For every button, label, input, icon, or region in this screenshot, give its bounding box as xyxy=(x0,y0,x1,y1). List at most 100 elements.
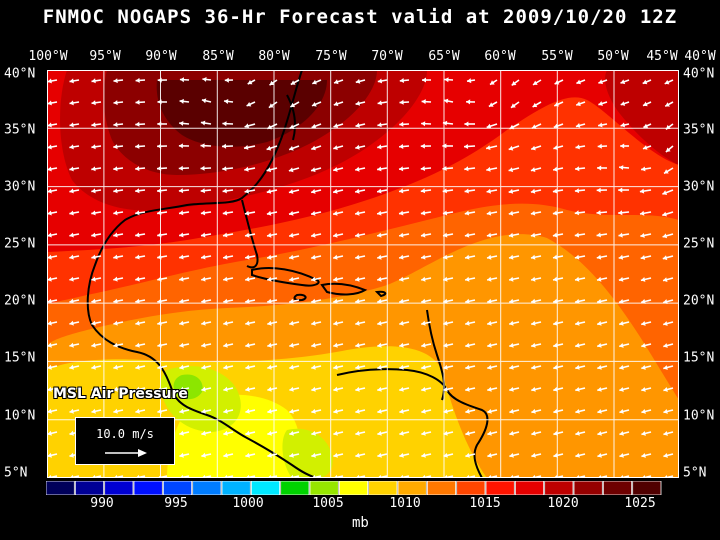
wind-vector-head xyxy=(575,409,580,414)
wind-vector-head xyxy=(135,188,140,194)
wind-vector-head xyxy=(333,210,338,216)
wind-vector-head xyxy=(399,78,404,83)
wind-vector-head xyxy=(289,232,294,238)
wind-vector-head xyxy=(157,276,162,282)
coastline-south-america xyxy=(336,368,489,478)
wind-vector-head xyxy=(135,320,140,326)
wind-vector-head xyxy=(223,254,228,260)
wind-vector-head xyxy=(443,98,449,104)
wind-vector-head xyxy=(618,187,623,193)
wind-vector-head xyxy=(642,79,648,85)
wind-vector-head xyxy=(531,430,536,436)
wind-vector-head xyxy=(311,123,317,129)
wind-vector-head xyxy=(113,364,118,370)
wind-vector-head xyxy=(511,103,516,108)
wind-vector-head xyxy=(552,188,558,194)
wind-vector-head xyxy=(399,320,404,326)
wind-vector-head xyxy=(47,452,52,458)
wind-vector-head xyxy=(157,188,162,194)
wind-vector-head xyxy=(443,320,448,326)
wind-vector-head xyxy=(597,298,602,304)
wind-vector-head xyxy=(179,121,184,126)
colorbar-cell xyxy=(221,481,251,495)
wind-vector-head xyxy=(442,120,448,126)
wind-vector-head xyxy=(443,364,448,370)
wind-vector-head xyxy=(553,298,558,304)
wind-vector-head xyxy=(465,452,470,458)
map-label: MSL Air Pressure xyxy=(53,386,188,402)
wind-vector-head xyxy=(442,166,447,171)
wind-vector-head xyxy=(333,123,339,129)
wind-vector-head xyxy=(619,299,624,304)
wind-vector-head xyxy=(663,343,668,348)
wind-vector-head xyxy=(377,452,382,458)
wind-vector-head xyxy=(597,409,602,414)
wind-vector-head xyxy=(157,408,162,414)
wind-vector-head xyxy=(201,430,206,436)
wind-vector-head xyxy=(47,298,52,304)
wind-vector-head xyxy=(245,232,250,238)
wind-vector-head xyxy=(355,166,360,172)
wind-vector-head xyxy=(575,342,580,348)
wind-vector-head xyxy=(662,211,667,217)
wind-vector-head xyxy=(619,431,624,436)
wind-vector-head xyxy=(311,430,316,436)
wind-vector-head xyxy=(178,165,183,171)
coastline-cuba xyxy=(251,267,320,287)
wind-vector-head xyxy=(135,121,140,127)
wind-vector-head xyxy=(355,188,360,194)
wind-vector-head xyxy=(69,452,74,458)
wind-vector-head xyxy=(574,210,580,216)
coastline-puerto-rico xyxy=(374,290,387,298)
wind-vector-head xyxy=(91,320,96,326)
wind-vector-head xyxy=(267,408,272,414)
lat-label-left: 20°N xyxy=(4,293,36,309)
wind-vector-head xyxy=(596,210,601,216)
wind-vector-head xyxy=(201,364,206,370)
wind-vector-head xyxy=(289,298,294,304)
wind-vector-head xyxy=(289,342,294,348)
wind-vector-head xyxy=(399,430,404,436)
wind-vector-head xyxy=(443,232,448,238)
wind-vector-head xyxy=(377,144,382,150)
wind-vector-head xyxy=(663,365,668,370)
wind-vector-head xyxy=(267,364,272,370)
wind-vector-head xyxy=(575,320,580,326)
lat-label-left: 25°N xyxy=(4,236,36,252)
wind-vector-head xyxy=(201,452,206,458)
wind-vector-head xyxy=(509,298,514,304)
chart-title: FNMOC NOGAPS 36-Hr Forecast valid at 200… xyxy=(42,6,678,28)
wind-vector-head xyxy=(200,143,205,149)
wind-vector-head xyxy=(377,408,382,414)
wind-vector-head xyxy=(554,102,559,107)
wind-vector-head xyxy=(421,298,426,304)
wind-vector-head xyxy=(157,143,162,149)
wind-vector-head xyxy=(246,102,252,107)
colorbar-tick: 1015 xyxy=(469,496,501,511)
wind-vector-head xyxy=(465,298,470,304)
wind-vector-head xyxy=(47,144,52,150)
lon-label: 90°W xyxy=(145,49,177,64)
wind-vector-head xyxy=(597,165,602,171)
coastline-mainland xyxy=(86,70,318,478)
wind-vector-head xyxy=(464,121,469,127)
wind-vector-head xyxy=(69,320,74,326)
wind-vector-head xyxy=(355,320,360,326)
wind-vector-head xyxy=(421,121,426,127)
wind-vector-head xyxy=(267,298,272,304)
wind-vector-head xyxy=(333,320,338,326)
wind-vector-head xyxy=(508,188,514,194)
pressure-colorbar xyxy=(46,481,662,495)
wind-vector-head xyxy=(311,254,316,260)
wind-vector-head xyxy=(222,121,227,127)
wind-vector-head xyxy=(465,276,470,282)
wind-vector-head xyxy=(377,320,382,326)
wind-vector-head xyxy=(618,276,624,282)
colorbar-cell xyxy=(485,481,515,495)
wind-vector-head xyxy=(268,103,274,108)
lat-lon-grid xyxy=(47,70,679,478)
wind-vector-head xyxy=(355,254,360,260)
wind-vector-head xyxy=(223,342,228,348)
wind-vector-head xyxy=(135,143,140,149)
wind-vector-head xyxy=(641,453,646,458)
